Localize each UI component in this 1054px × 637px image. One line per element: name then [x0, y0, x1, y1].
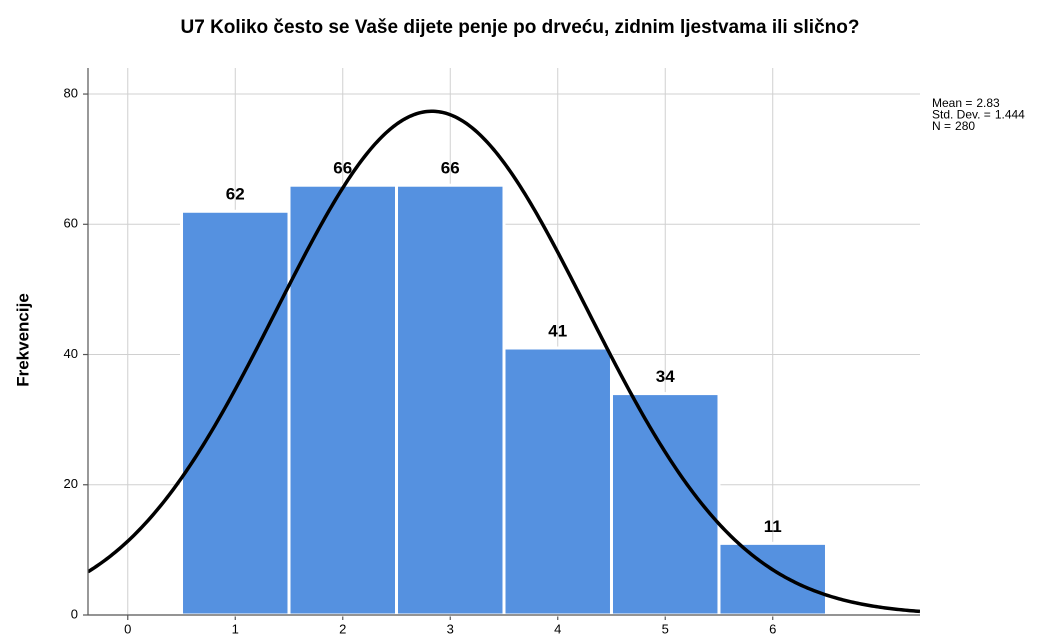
y-tick-label: 80 — [64, 85, 78, 100]
bar — [287, 183, 399, 617]
stat-value: 280 — [955, 119, 975, 133]
x-tick-label: 3 — [447, 621, 454, 636]
chart-title: U7 Koliko često se Vaše dijete penje po … — [181, 17, 860, 38]
y-tick-label: 0 — [71, 606, 78, 621]
bar — [717, 541, 828, 617]
stat-annotation: Mean = 2.83 — [932, 96, 1000, 110]
stat-label: Std. Dev. = — [932, 108, 991, 122]
bar — [395, 183, 506, 617]
y-tick-label: 20 — [64, 476, 78, 491]
stat-label: N = — [932, 119, 951, 133]
stat-value: 2.83 — [976, 96, 1000, 110]
normal-curve — [88, 109, 920, 614]
stat-value: 1.444 — [995, 108, 1025, 122]
data-label: 66 — [333, 159, 352, 178]
data-label: 41 — [548, 321, 567, 340]
data-label: 66 — [441, 159, 460, 178]
x-tick-label: 6 — [769, 621, 776, 636]
bar — [180, 209, 291, 617]
bar — [502, 346, 613, 617]
data-label: 34 — [656, 367, 675, 386]
x-tick-label: 5 — [662, 621, 669, 636]
stat-annotation: N = 280 — [932, 119, 975, 133]
x-tick-label: 0 — [124, 621, 131, 636]
data-label: 62 — [226, 185, 245, 204]
stat-annotation: Std. Dev. = 1.444 — [932, 108, 1025, 122]
x-tick-label: 1 — [232, 621, 239, 636]
data-label: 11 — [764, 517, 782, 536]
x-tick-label: 4 — [554, 621, 561, 636]
x-tick-label: 2 — [339, 621, 346, 636]
y-tick-label: 60 — [64, 216, 78, 231]
y-tick-label: 40 — [64, 346, 78, 361]
y-axis-label: Frekvencije — [13, 293, 32, 387]
stat-label: Mean = — [932, 96, 972, 110]
